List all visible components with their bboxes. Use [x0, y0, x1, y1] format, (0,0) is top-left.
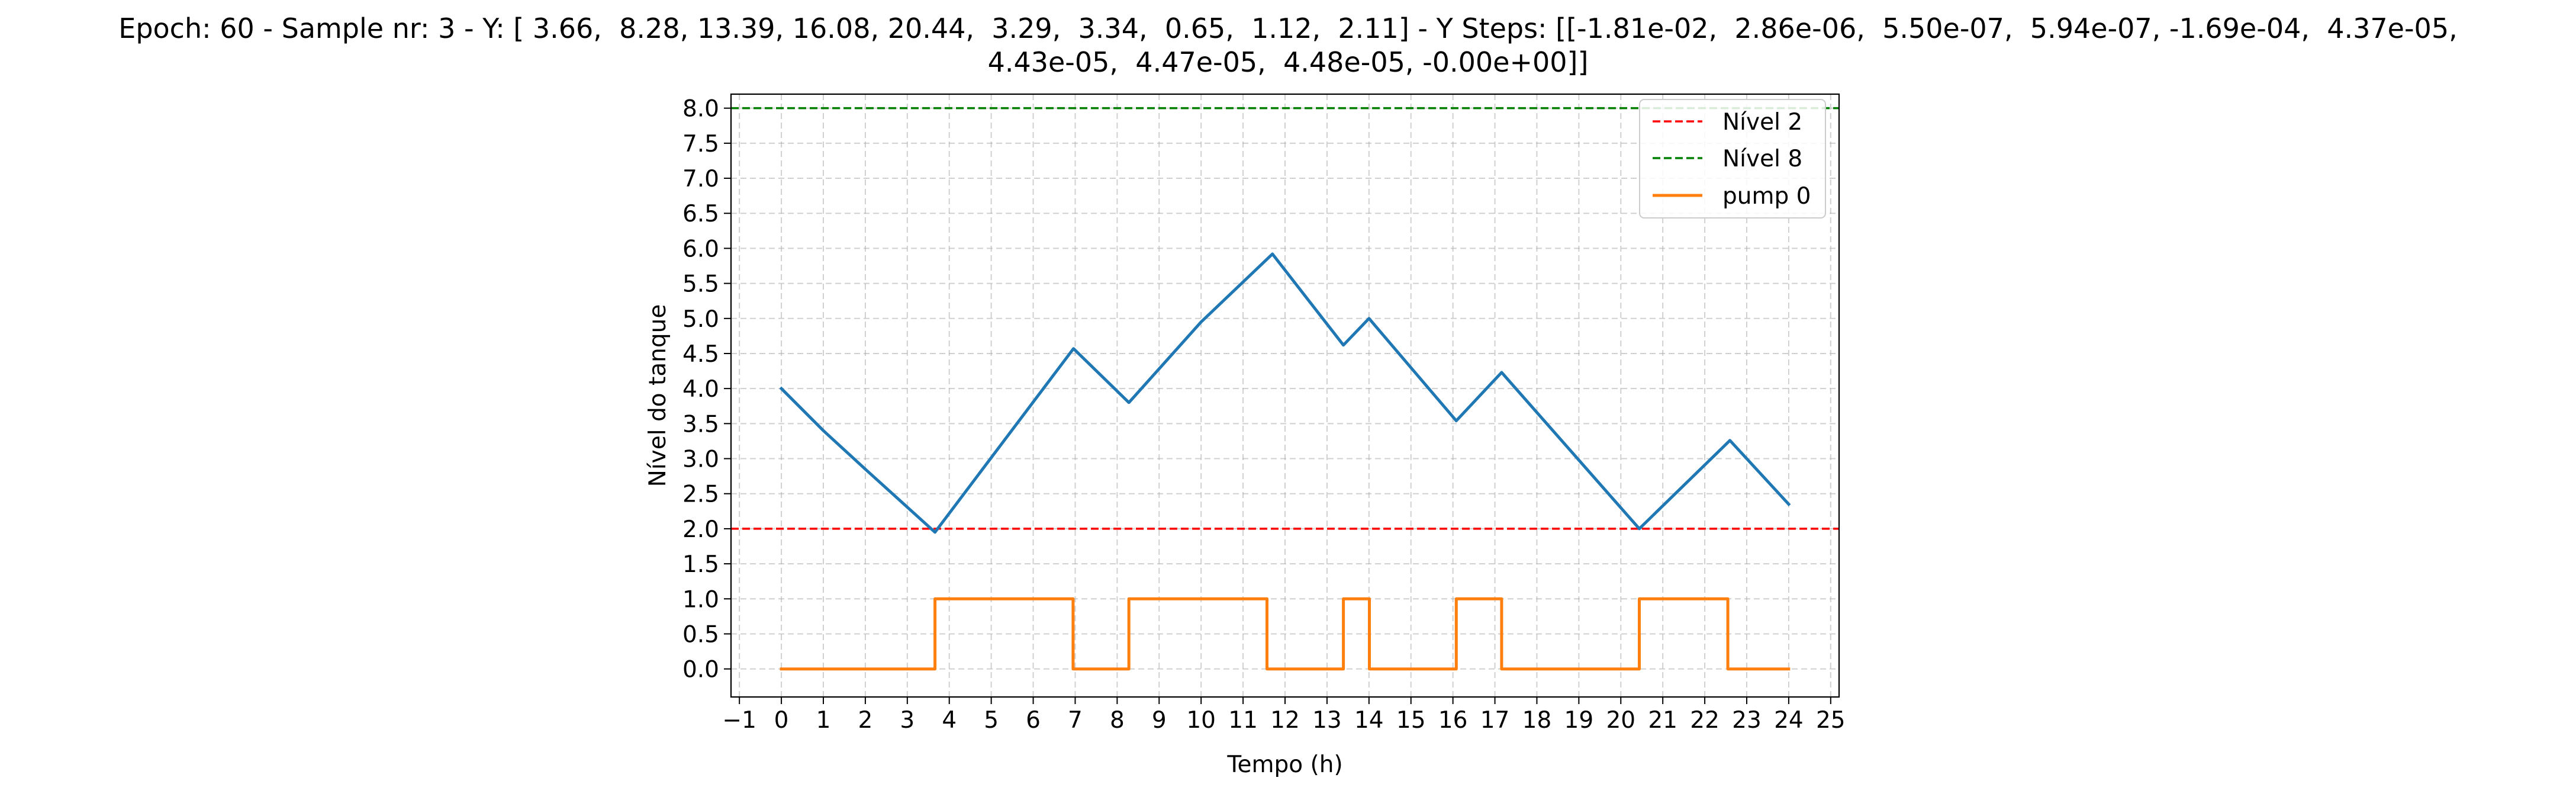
chart-title-line-1: Epoch: 60 - Sample nr: 3 - Y: [ 3.66, 8.…	[118, 12, 2457, 44]
x-tick-label: 10	[1186, 707, 1216, 734]
x-tick-label: 23	[1732, 707, 1762, 734]
x-tick-label: 13	[1312, 707, 1342, 734]
y-tick-label: 0.0	[682, 657, 719, 683]
y-tick-label: 3.5	[682, 411, 719, 438]
x-tick-label: 19	[1564, 707, 1594, 734]
x-tick-label: 8	[1110, 707, 1125, 734]
chart-title-line-2: 4.43e-05, 4.47e-05, 4.48e-05, -0.00e+00]…	[988, 46, 1589, 78]
x-tick-label: 16	[1438, 707, 1468, 734]
x-tick-label: −1	[722, 707, 756, 734]
x-axis-ticks: −1 0 1 2 3 4 5 6 7 8 9 10 11 12 13 14 15 16 17 18 19 20 21 22 23…	[722, 697, 1846, 734]
y-axis-ticks: 0.0 0.5 1.0 1.5 2.0 2.5 3.0 3.5 4.0 4.5 5.0 5.5 6.0 6…	[682, 96, 731, 683]
x-tick-label: 2	[858, 707, 872, 734]
legend-label-level-8: Nível 8	[1722, 146, 1802, 172]
x-tick-label: 24	[1774, 707, 1804, 734]
x-tick-label: 17	[1480, 707, 1510, 734]
x-tick-label: 0	[774, 707, 789, 734]
y-tick-label: 7.5	[682, 131, 719, 158]
y-tick-label: 6.0	[682, 236, 719, 262]
x-tick-label: 1	[816, 707, 831, 734]
x-axis-label: Tempo (h)	[1226, 751, 1342, 778]
y-tick-label: 1.5	[682, 551, 719, 578]
x-tick-label: 18	[1522, 707, 1552, 734]
y-tick-label: 1.0	[682, 586, 719, 613]
x-tick-label: 21	[1648, 707, 1677, 734]
y-tick-label: 2.5	[682, 481, 719, 508]
legend-label-pump-0: pump 0	[1722, 183, 1811, 210]
x-tick-label: 11	[1228, 707, 1258, 734]
x-tick-label: 20	[1606, 707, 1635, 734]
y-tick-label: 2.0	[682, 516, 719, 543]
y-tick-label: 6.5	[682, 201, 719, 227]
y-axis-label: Nível do tanque	[645, 304, 671, 487]
y-tick-label: 4.5	[682, 341, 719, 368]
x-tick-label: 22	[1690, 707, 1720, 734]
x-tick-label: 6	[1026, 707, 1041, 734]
series-lines	[779, 252, 1791, 671]
legend: Nível 2 Nível 8 pump 0	[1639, 99, 1826, 219]
y-tick-label: 7.0	[682, 166, 719, 192]
x-tick-label: 14	[1354, 707, 1384, 734]
y-tick-label: 3.0	[682, 446, 719, 473]
x-tick-label: 25	[1816, 707, 1846, 734]
x-tick-label: 7	[1068, 707, 1083, 734]
legend-box	[1639, 99, 1826, 219]
y-tick-label: 5.0	[682, 306, 719, 333]
x-tick-label: 3	[900, 707, 915, 734]
x-tick-label: 15	[1396, 707, 1426, 734]
y-tick-label: 4.0	[682, 376, 719, 403]
y-tick-label: 0.5	[682, 621, 719, 648]
y-tick-label: 8.0	[682, 96, 719, 123]
legend-label-level-2: Nível 2	[1722, 109, 1802, 136]
x-tick-label: 12	[1270, 707, 1300, 734]
y-tick-label: 5.5	[682, 271, 719, 298]
series-line-pump-0	[780, 597, 1791, 671]
series-line-tank-level	[779, 252, 1791, 534]
x-tick-label: 4	[942, 707, 957, 734]
x-tick-label: 5	[984, 707, 999, 734]
x-tick-label: 9	[1152, 707, 1167, 734]
